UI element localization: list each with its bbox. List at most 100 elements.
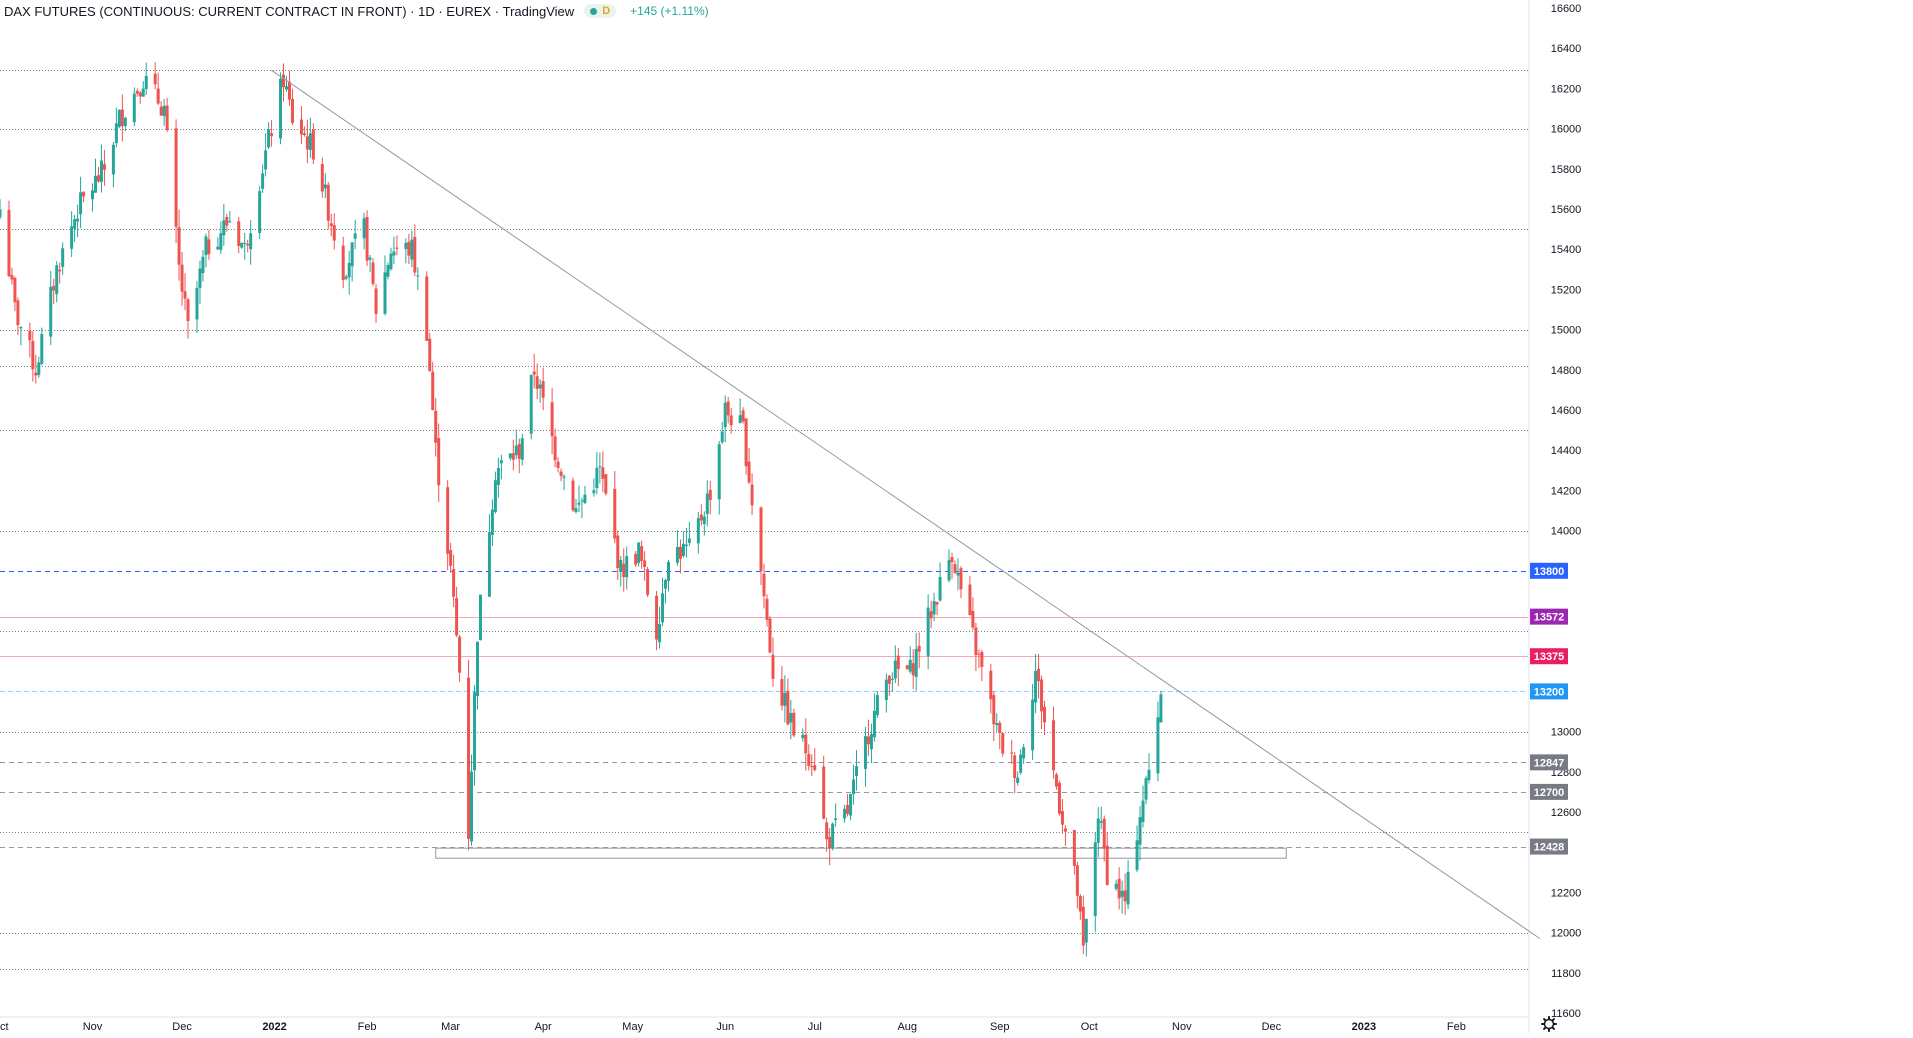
candle-body[interactable] — [598, 466, 602, 468]
candle-body[interactable] — [446, 487, 450, 554]
candle-body[interactable] — [1144, 778, 1148, 800]
candle-body[interactable] — [135, 90, 139, 94]
candle-body[interactable] — [407, 241, 411, 256]
candle-body[interactable] — [813, 765, 817, 770]
candle-body[interactable] — [529, 374, 533, 434]
candle-body[interactable] — [884, 679, 888, 701]
candle-body[interactable] — [1141, 800, 1145, 823]
candle-body[interactable] — [243, 242, 247, 244]
candle-body[interactable] — [646, 569, 650, 595]
candle-body[interactable] — [290, 99, 294, 123]
candle-body[interactable] — [514, 445, 518, 456]
candle-body[interactable] — [759, 507, 763, 572]
candle-body[interactable] — [52, 285, 56, 291]
candle-body[interactable] — [1075, 865, 1079, 896]
candle-body[interactable] — [1114, 883, 1118, 889]
candle-body[interactable] — [831, 823, 835, 849]
candle-body[interactable] — [165, 105, 169, 131]
candle-body[interactable] — [553, 436, 557, 461]
candle-body[interactable] — [320, 164, 324, 192]
candle-body[interactable] — [1138, 817, 1142, 845]
candle-body[interactable] — [571, 480, 575, 511]
candle-body[interactable] — [458, 636, 462, 673]
candle-body[interactable] — [326, 184, 330, 221]
candle-body[interactable] — [267, 129, 271, 148]
candle-body[interactable] — [434, 410, 438, 443]
candle-body[interactable] — [828, 836, 832, 848]
candle-body[interactable] — [374, 288, 378, 315]
candle-body[interactable] — [992, 695, 996, 725]
price-label-box[interactable] — [1530, 754, 1568, 771]
candle-body[interactable] — [875, 695, 879, 716]
candle-body[interactable] — [96, 175, 100, 182]
candle-body[interactable] — [768, 618, 772, 653]
candle-body[interactable] — [73, 219, 77, 229]
candle-body[interactable] — [977, 653, 981, 655]
candle-body[interactable] — [708, 489, 712, 500]
candle-body[interactable] — [535, 376, 539, 389]
candle-body[interactable] — [971, 610, 975, 628]
candle-body[interactable] — [1126, 871, 1130, 905]
candle-body[interactable] — [195, 287, 199, 320]
candle-body[interactable] — [141, 88, 145, 97]
candle-body[interactable] — [204, 236, 208, 256]
candle-body[interactable] — [114, 123, 118, 144]
candle-body[interactable] — [249, 233, 253, 250]
candle-body[interactable] — [1016, 777, 1020, 783]
candle-body[interactable] — [762, 573, 766, 597]
candle-body[interactable] — [82, 191, 86, 197]
candle-body[interactable] — [643, 560, 647, 568]
candle-body[interactable] — [201, 256, 205, 274]
candle-body[interactable] — [1099, 821, 1103, 823]
candle-body[interactable] — [264, 150, 268, 170]
candle-body[interactable] — [956, 572, 960, 576]
symbol-title[interactable]: DAX FUTURES (CONTINUOUS: CURRENT CONTRAC… — [4, 3, 407, 19]
candle-body[interactable] — [13, 277, 17, 303]
candle-body[interactable] — [917, 645, 921, 652]
candle-body[interactable] — [810, 766, 814, 768]
candle-body[interactable] — [926, 607, 930, 656]
candle-body[interactable] — [94, 176, 97, 193]
candle-body[interactable] — [19, 327, 23, 329]
price-label-box[interactable] — [1530, 783, 1568, 800]
candle-body[interactable] — [989, 670, 993, 700]
candle-body[interactable] — [532, 371, 536, 375]
candle-body[interactable] — [28, 330, 32, 341]
candle-body[interactable] — [843, 808, 847, 819]
candle-body[interactable] — [1034, 670, 1038, 703]
candle-body[interactable] — [1105, 845, 1109, 885]
candle-body[interactable] — [1001, 733, 1005, 754]
interval-label[interactable]: 1D — [418, 3, 435, 19]
candle-body[interactable] — [177, 227, 181, 265]
candle-body[interactable] — [308, 133, 312, 150]
candle-body[interactable] — [395, 247, 399, 249]
candle-body[interactable] — [1135, 840, 1139, 870]
candle-body[interactable] — [541, 381, 545, 398]
candle-body[interactable] — [55, 265, 59, 295]
candle-body[interactable] — [350, 242, 354, 267]
candle-body[interactable] — [34, 372, 38, 376]
candle-body[interactable] — [637, 542, 641, 563]
candle-body[interactable] — [102, 164, 106, 170]
candle-body[interactable] — [741, 410, 745, 422]
candle-body[interactable] — [702, 516, 706, 525]
candle-body[interactable] — [111, 144, 115, 175]
candle-body[interactable] — [550, 402, 554, 437]
candle-body[interactable] — [625, 556, 629, 578]
trendline[interactable] — [271, 69, 1541, 940]
candle-body[interactable] — [511, 453, 515, 460]
candle-body[interactable] — [1093, 842, 1097, 916]
candle-body[interactable] — [675, 546, 679, 563]
candle-body[interactable] — [123, 117, 127, 127]
candle-body[interactable] — [186, 299, 190, 321]
candle-body[interactable] — [619, 559, 623, 573]
candle-body[interactable] — [40, 333, 44, 364]
candle-body[interactable] — [863, 736, 867, 769]
candle-body[interactable] — [699, 514, 703, 521]
candle-body[interactable] — [661, 593, 665, 623]
candle-body[interactable] — [383, 272, 387, 314]
candle-body[interactable] — [180, 264, 184, 292]
candle-body[interactable] — [7, 209, 11, 276]
gear-icon[interactable] — [1541, 1016, 1557, 1032]
